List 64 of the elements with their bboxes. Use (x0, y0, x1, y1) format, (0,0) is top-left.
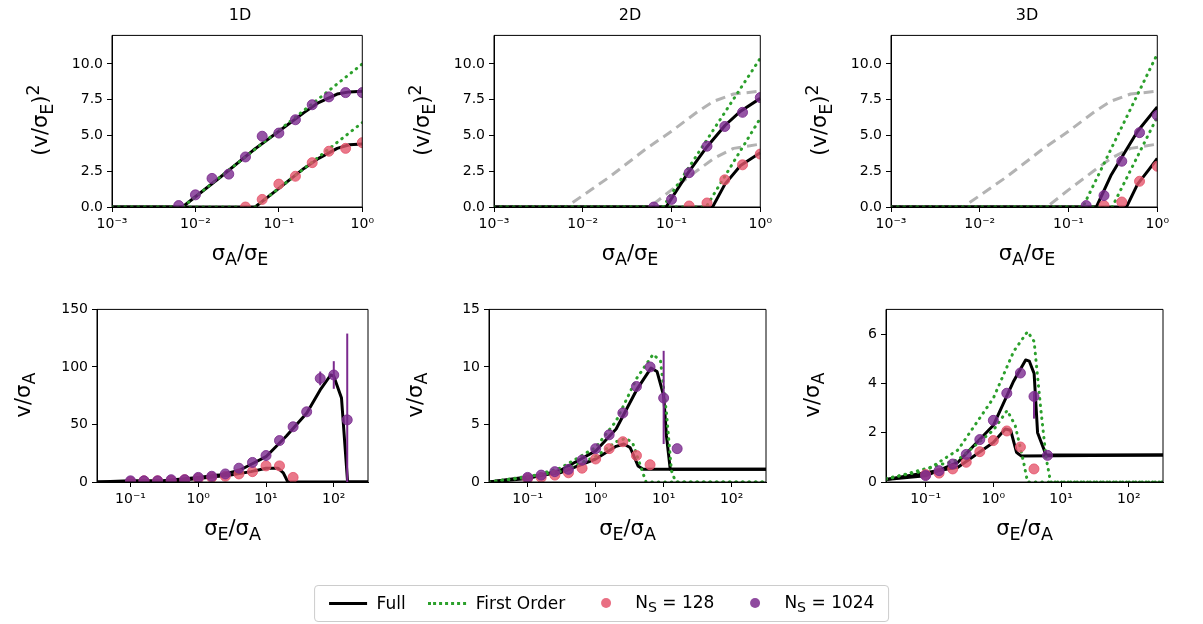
y-tick-label: 0 (79, 472, 88, 489)
y-tick-label: 2.5 (859, 161, 882, 178)
x-axis-title: σ$_{E}$/σ$_{A}$ (204, 515, 261, 545)
x-tick-label: 10² (719, 490, 744, 507)
y-tick-label: 5.0 (462, 126, 485, 143)
x-tick-label: 10² (322, 490, 346, 507)
y-tick-label: 10.0 (850, 54, 882, 71)
chart-title: 1D (228, 4, 252, 24)
x-tick-label: 10⁻¹ (656, 215, 687, 232)
y-tick-label: 10 (462, 357, 480, 374)
y-tick-label: 5.0 (80, 126, 103, 143)
chart-title: 2D (618, 4, 642, 24)
x-tick-label: 10⁻² (567, 215, 599, 232)
x-tick-label: 10⁰ (748, 215, 773, 232)
y-tick-label: 0 (471, 472, 480, 489)
x-tick-label: 10⁰ (350, 215, 375, 232)
y-tick-label: 0 (868, 472, 877, 489)
x-tick-label: 10⁻² (180, 215, 211, 232)
x-tick-label: 10⁰ (186, 490, 211, 507)
x-axis-title: σ$_{E}$/σ$_{A}$ (996, 515, 1053, 545)
y-tick-label: 7.5 (462, 90, 485, 107)
y-tick-label: 4 (868, 374, 878, 391)
y-tick-label: 10.0 (453, 54, 485, 71)
chart-title: 3D (1015, 4, 1039, 24)
y-tick-label: 0.0 (859, 197, 882, 214)
x-tick-label: 10⁻² (964, 215, 996, 232)
y-tick-label: 2.5 (80, 161, 103, 178)
x-tick-label: 10⁻³ (478, 215, 510, 232)
y-tick-label: 100 (61, 357, 88, 374)
y-tick-label: 0.0 (462, 197, 485, 214)
y-tick-label: 10.0 (71, 54, 103, 71)
x-tick-label: 10¹ (254, 490, 278, 507)
x-tick-label: 10⁰ (583, 490, 608, 507)
y-tick-label: 0.0 (80, 197, 103, 214)
legend-label: First Order (475, 593, 566, 614)
x-tick-label: 10⁻³ (96, 215, 128, 232)
y-tick-label: 150 (61, 300, 88, 317)
x-tick-label: 10⁰ (981, 490, 1006, 507)
x-axis-title: σ$_{A}$/σ$_{E}$ (211, 240, 269, 270)
x-tick-label: 10⁻³ (875, 215, 907, 232)
x-tick-label: 10² (1117, 490, 1141, 507)
x-tick-label: 10⁰ (1145, 215, 1170, 232)
x-axis-title: σ$_{A}$/σ$_{E}$ (998, 240, 1056, 270)
legend-label: N$_{S}$ = 1024 (784, 591, 875, 615)
y-tick-label: 5 (471, 415, 480, 432)
y-tick-label: 50 (70, 415, 88, 432)
x-axis-title: σ$_{E}$/σ$_{A}$ (599, 515, 656, 545)
x-tick-label: 10¹ (651, 490, 676, 507)
legend-label: N$_{S}$ = 128 (635, 591, 715, 615)
y-tick-label: 2 (868, 423, 877, 440)
y-tick-label: 7.5 (859, 90, 882, 107)
y-tick-label: 6 (868, 324, 878, 341)
x-tick-label: 10⁻¹ (512, 490, 544, 507)
x-tick-label: 10⁻¹ (1053, 215, 1084, 232)
y-tick-label: 2.5 (462, 161, 485, 178)
y-tick-label: 7.5 (80, 90, 103, 107)
x-tick-label: 10⁻¹ (115, 490, 146, 507)
legend-label: Full (376, 593, 406, 614)
y-tick-label: 15 (462, 300, 480, 317)
x-axis-title: σ$_{A}$/σ$_{E}$ (601, 240, 659, 270)
x-tick-label: 10¹ (1049, 490, 1073, 507)
x-tick-label: 10⁻¹ (263, 215, 295, 232)
x-tick-label: 10⁻¹ (910, 490, 942, 507)
y-tick-label: 5.0 (859, 126, 882, 143)
